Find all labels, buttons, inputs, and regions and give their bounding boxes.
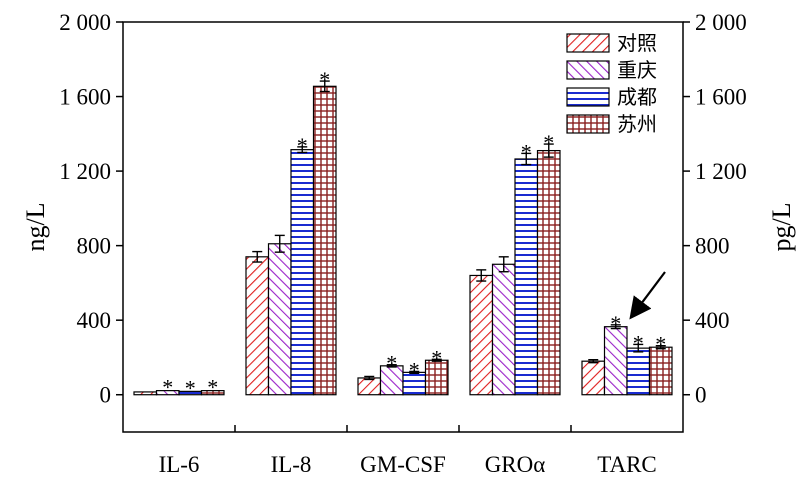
significance-star: * <box>207 375 218 400</box>
significance-star: * <box>319 67 330 92</box>
y-axis-ticks: 0 0 400 400 800 800 1 200 1 200 1 600 1 600 2 000 2… <box>59 10 747 408</box>
bar-3-1 <box>312 85 337 396</box>
y-axis-label-right: pg/L <box>767 202 796 251</box>
legend-swatch <box>566 114 610 134</box>
bar-0-3 <box>469 274 494 396</box>
bar-2-1 <box>290 149 315 396</box>
legend-label: 对照 <box>617 32 657 55</box>
legend-label: 重庆 <box>617 59 657 82</box>
y-tick-label-right: 1 600 <box>695 85 747 110</box>
x-tick-label: IL-8 <box>271 452 312 477</box>
bar-series-group <box>133 85 673 396</box>
significance-star: * <box>521 139 532 164</box>
legend-label: 成都 <box>617 86 657 109</box>
x-tick-label: GROα <box>485 452 546 477</box>
y-tick-label-left: 1 200 <box>59 159 111 184</box>
y-tick-label-right: 0 <box>695 383 707 408</box>
legend-swatch <box>566 87 610 107</box>
significance-star: * <box>297 133 308 158</box>
legend-swatch <box>566 33 610 53</box>
bar-0-1 <box>245 256 270 396</box>
y-axis-label-left: ng/L <box>21 202 50 251</box>
significance-star: * <box>610 311 621 336</box>
y-tick-label-left: 2 000 <box>59 10 111 35</box>
significance-star: * <box>409 357 420 382</box>
significance-star: * <box>543 130 554 155</box>
y-tick-label-right: 400 <box>695 308 730 333</box>
bar-0-0 <box>133 391 158 396</box>
error-bar-group <box>252 80 666 381</box>
legend-label: 苏州 <box>617 113 657 136</box>
y-tick-label-left: 0 <box>100 383 112 408</box>
y-tick-label-left: 800 <box>77 234 112 259</box>
significance-star: * <box>431 345 442 370</box>
y-tick-label-right: 2 000 <box>695 10 747 35</box>
x-tick-label: IL-6 <box>159 452 200 477</box>
legend-swatch <box>566 60 610 80</box>
y-tick-label-left: 1 600 <box>59 85 111 110</box>
significance-star: * <box>655 332 666 357</box>
significance-star: * <box>633 330 644 355</box>
y-tick-label-right: 1 200 <box>695 159 747 184</box>
significance-star: * <box>185 375 196 400</box>
x-tick-label: GM-CSF <box>360 452 446 477</box>
plot-frame <box>122 21 684 433</box>
bar-0-2 <box>357 377 382 396</box>
significance-star: * <box>162 375 173 400</box>
bar-2-3 <box>514 158 539 396</box>
y-tick-label-left: 400 <box>77 308 112 333</box>
x-axis-ticks: IL-6 IL-8 GM-CSF GROα TARC <box>159 425 657 477</box>
bar-1-1 <box>267 243 292 396</box>
bar-1-3 <box>491 263 516 396</box>
y-tick-label-right: 800 <box>695 234 730 259</box>
x-tick-label: TARC <box>597 452 657 477</box>
significance-star: * <box>386 351 397 376</box>
significance-marker-group: * * * * * * * * * * * * * <box>162 67 666 400</box>
bar-0-4 <box>581 360 606 396</box>
bar-3-0 <box>200 390 225 396</box>
bar-3-3 <box>536 149 561 396</box>
annotation-arrow <box>629 271 666 320</box>
bar-1-4 <box>603 326 628 396</box>
